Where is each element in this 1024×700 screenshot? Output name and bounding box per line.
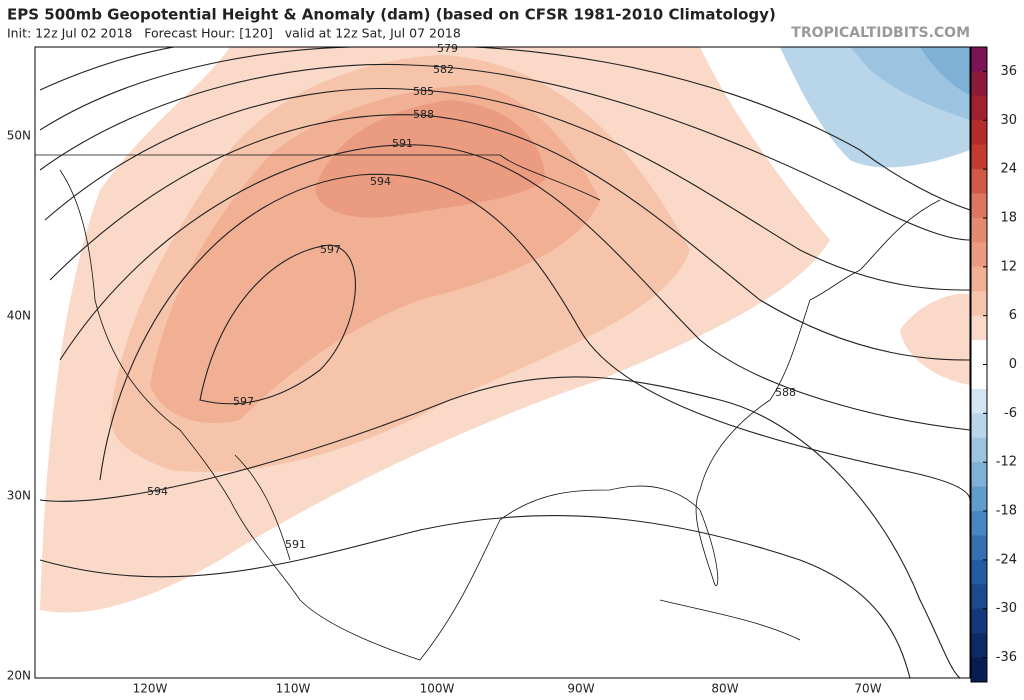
colorbar-band [971,486,987,512]
colorbar-band [971,315,987,341]
colorbar-tick-label: 12 [1000,259,1017,274]
watermark: TROPICALTIDBITS.COM [791,25,970,41]
colorbar-tick-label: -6 [1004,406,1017,421]
colorbar-tick-label: 6 [1009,308,1017,323]
colorbar-band [971,266,987,292]
colorbar-band [971,291,987,317]
colorbar-band [971,388,987,414]
colorbar-band [971,71,987,97]
colorbar-tick-label: -36 [996,650,1017,665]
contour-label: 594 [147,485,168,498]
colorbar-band [971,144,987,170]
colorbar-tick-label: 36 [1000,64,1017,79]
colorbar-band [971,535,987,561]
colorbar-band [971,47,987,72]
lat-label: 40N [7,309,31,323]
colorbar: 36 30 24 18 12 6 0 -6 -12 -18 -24 -30 -36 [970,46,1017,683]
lon-label: 110W [276,682,311,696]
contour-label: 585 [413,85,434,98]
lon-label: 70W [854,682,881,696]
contour-label: 588 [413,108,434,121]
colorbar-band [971,95,987,121]
colorbar-band [971,193,987,219]
contour-label: 594 [370,175,391,188]
lat-label: 20N [7,669,31,683]
colorbar-band [971,657,987,683]
contour-label: 588 [775,386,796,399]
colorbar-band [971,633,987,659]
lon-label: 100W [420,682,455,696]
colorbar-band [971,217,987,243]
colorbar-band [971,511,987,536]
colorbar-band [971,437,987,463]
colorbar-tick-label: 18 [1000,210,1017,225]
colorbar-band [971,559,987,585]
contour-label: 582 [433,63,454,76]
colorbar-tick-label: -30 [996,601,1017,616]
colorbar-tick-label: -12 [996,455,1017,470]
contour-label: 597 [320,243,341,256]
contour-label: 579 [437,42,458,55]
contour-label: 597 [233,395,254,408]
colorbar-band [971,462,987,488]
colorbar-band [971,364,987,390]
title: EPS 500mb Geopotential Height & Anomaly … [7,6,776,24]
colorbar-band [971,120,987,146]
lon-label: 90W [567,682,594,696]
colorbar-tick-label: -24 [996,552,1017,567]
colorbar-tick-label: -18 [996,504,1017,519]
contour-label: 591 [285,538,306,551]
map: 579 582 585 588 591 594 597 597 588 594 … [7,42,971,696]
contour-label: 591 [392,137,413,150]
lon-label: 120W [133,682,168,696]
colorbar-tick-label: 24 [1000,162,1017,177]
colorbar-band [971,413,987,439]
subtitle: Init: 12z Jul 02 2018 Forecast Hour: [12… [7,26,461,41]
colorbar-band [971,340,987,365]
lon-label: 80W [711,682,738,696]
lat-label: 30N [7,489,31,503]
colorbar-band [971,169,987,195]
lat-label: 50N [7,129,31,143]
colorbar-tick-label: 30 [1000,113,1017,128]
colorbar-band [971,608,987,634]
colorbar-tick-label: 0 [1009,357,1017,372]
colorbar-band [971,242,987,268]
colorbar-band [971,584,987,610]
